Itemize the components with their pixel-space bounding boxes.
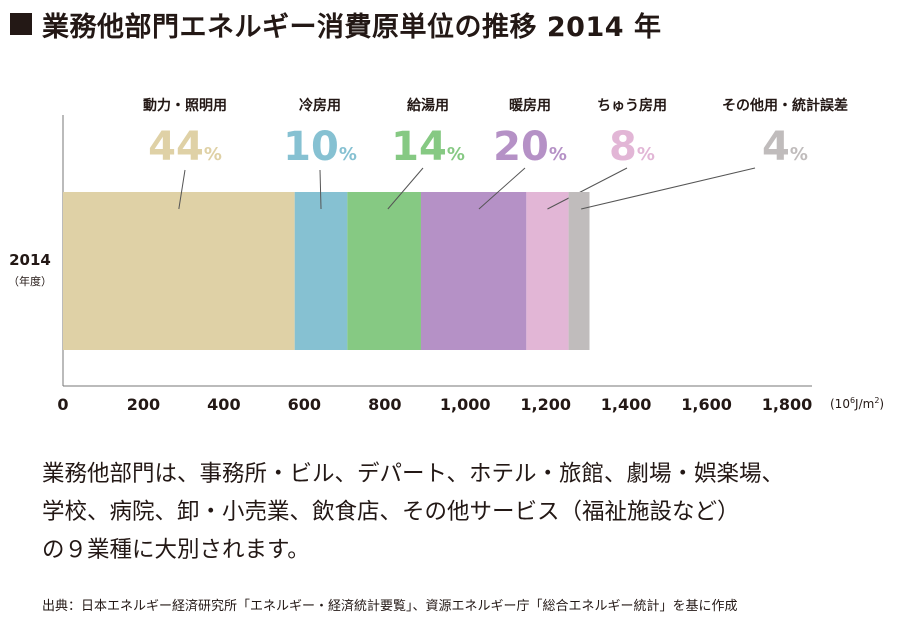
- bar-segment: [294, 192, 348, 350]
- series-name-label: その他用・統計誤差: [722, 97, 848, 114]
- percent-label: 8%: [609, 124, 655, 170]
- x-tick-label: 1,200: [520, 395, 571, 414]
- source-note: 出典：日本エネルギー経済研究所「エネルギー・経済統計要覧」、資源エネルギー庁「総…: [42, 599, 738, 614]
- x-tick-label: 0: [57, 395, 68, 414]
- x-tick-label: 1,400: [601, 395, 652, 414]
- x-tick-label: 200: [127, 395, 160, 414]
- bar-segment: [420, 192, 527, 350]
- x-axis-unit: (106J/m2): [830, 396, 884, 411]
- percent-label: 10%: [283, 124, 357, 170]
- bar-segment: [63, 192, 295, 350]
- description-line: 業務他部門は、事務所・ビル、デパート、ホテル・旅館、劇場・娯楽場、: [42, 461, 785, 487]
- percent-label: 14%: [391, 124, 465, 170]
- chart-title: 業務他部門エネルギー消費原単位の推移 2014 年: [10, 4, 661, 44]
- leader-line: [547, 167, 628, 210]
- description-line: 学校、病院、卸・小売業、飲食店、その他サービス（福祉施設など）: [42, 499, 740, 525]
- percent-label: 44%: [148, 124, 222, 170]
- leader-line: [581, 167, 756, 210]
- x-tick-label: 400: [207, 395, 240, 414]
- series-name-label: 暖房用: [509, 97, 551, 114]
- leader-line: [478, 167, 526, 210]
- percent-label: 20%: [493, 124, 567, 170]
- x-tick-label: 600: [288, 395, 321, 414]
- stacked-bar-chart: 0 200 400 600 800 1,000 1,200 1,400 1,600 1,800 (1…: [8, 97, 884, 414]
- series-name-label: 動力・照明用: [143, 97, 227, 114]
- leader-line: [319, 169, 322, 210]
- leader-line: [178, 169, 186, 210]
- percent-label: 4%: [762, 124, 808, 170]
- leader-line: [387, 167, 424, 210]
- bar-segment: [526, 192, 569, 350]
- x-tick-label: 1,000: [440, 395, 491, 414]
- bar-segment: [568, 192, 590, 350]
- x-tick-label: 1,800: [762, 395, 813, 414]
- series-name-label: 給湯用: [407, 97, 449, 114]
- category-label: 2014: [9, 251, 51, 269]
- x-tick-label: 1,600: [681, 395, 732, 414]
- x-tick-label: 800: [368, 395, 401, 414]
- bar-segment: [347, 192, 421, 350]
- description-line: の９業種に大別されます。: [42, 537, 310, 563]
- series-name-label: 冷房用: [299, 97, 341, 114]
- series-name-label: ちゅう房用: [597, 97, 667, 114]
- chart-title-text: 業務他部門エネルギー消費原単位の推移 2014 年: [42, 11, 662, 43]
- category-sublabel: （年度）: [8, 274, 52, 288]
- title-bullet-icon: [10, 13, 32, 35]
- description: 業務他部門は、事務所・ビル、デパート、ホテル・旅館、劇場・娯楽場、 学校、病院、…: [42, 455, 892, 569]
